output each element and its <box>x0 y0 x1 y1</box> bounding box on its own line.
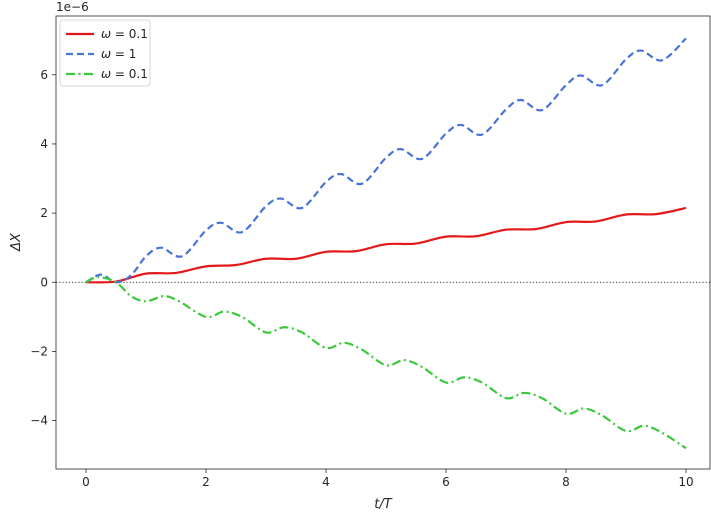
x-tick-label: 2 <box>202 475 210 489</box>
y-tick-label: −2 <box>30 344 48 358</box>
x-tick-label: 10 <box>678 475 693 489</box>
legend-label-3: ω = 0.1 <box>101 67 148 81</box>
legend-label-1: ω = 0.1 <box>101 27 148 41</box>
y-tick-label: 0 <box>40 275 48 289</box>
series-lines <box>85 37 687 450</box>
y-tick-label: −4 <box>30 414 48 428</box>
y-tick-label: 6 <box>40 68 48 82</box>
x-axis-label: t/T <box>374 497 392 512</box>
y-axis-label: ΔX <box>9 232 24 252</box>
legend-box <box>59 19 151 87</box>
y-tick-label: 4 <box>40 137 48 151</box>
x-tick-label: 8 <box>562 475 570 489</box>
plot-frame <box>55 15 711 470</box>
x-tick-label: 4 <box>322 475 330 489</box>
y-tick-label: 2 <box>40 206 48 220</box>
legend: ω = 0.1 ω = 1 ω = 0.1 <box>59 19 151 87</box>
legend-label-2: ω = 1 <box>101 47 136 61</box>
x-tick-label: 0 <box>82 475 90 489</box>
y-offset-label: 1e−6 <box>56 0 89 14</box>
x-axis-ticks: 0 2 4 6 8 10 <box>82 469 694 489</box>
series-line-3 <box>85 275 687 450</box>
series-line-2 <box>85 37 687 284</box>
series-line-1 <box>85 206 687 284</box>
x-tick-label: 6 <box>442 475 450 489</box>
y-axis-ticks: −4 −2 0 2 4 6 <box>30 68 56 428</box>
